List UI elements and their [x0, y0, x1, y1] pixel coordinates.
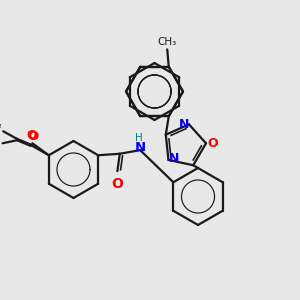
Text: CH₃: CH₃	[158, 37, 177, 47]
Text: O: O	[111, 177, 123, 191]
Text: N: N	[135, 141, 146, 154]
Text: O: O	[26, 129, 37, 142]
Text: H: H	[135, 133, 143, 143]
Text: N: N	[169, 152, 179, 165]
Text: O: O	[207, 137, 218, 150]
Text: O: O	[28, 130, 39, 143]
Text: CH₂: CH₂	[0, 121, 2, 130]
Text: N: N	[178, 118, 189, 131]
